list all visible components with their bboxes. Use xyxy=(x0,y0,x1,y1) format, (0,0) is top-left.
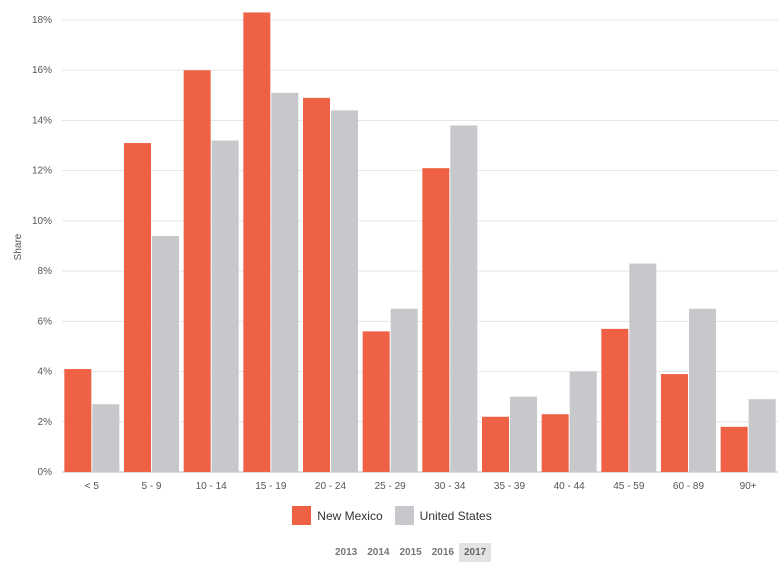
bar-new-mexico[interactable] xyxy=(601,328,629,472)
x-tick-label: 90+ xyxy=(740,481,757,492)
x-tick-label: 25 - 29 xyxy=(375,481,407,492)
bar-united-states[interactable] xyxy=(569,371,597,472)
year-button-2013[interactable]: 2013 xyxy=(335,547,358,558)
y-tick-label: 10% xyxy=(32,216,52,227)
x-tick-label: 40 - 44 xyxy=(554,481,586,492)
legend-item-united-states[interactable]: United States xyxy=(394,506,492,525)
x-tick-label: 5 - 9 xyxy=(141,481,161,492)
bar-chart: 0% 2% 4% 6% 8% 10% 12% 14% 16% 18% < 5 5 - 9 10 - 1… xyxy=(13,12,778,492)
bar-new-mexico[interactable] xyxy=(661,374,688,472)
year-button-2017[interactable]: 2017 xyxy=(459,543,492,562)
y-tick-label: 2% xyxy=(38,417,53,428)
bar-new-mexico[interactable] xyxy=(362,331,390,472)
y-axis-title: Share xyxy=(13,233,24,260)
bar-new-mexico[interactable] xyxy=(541,414,569,472)
legend-item-new-mexico[interactable]: New Mexico xyxy=(292,506,383,525)
bar-united-states[interactable] xyxy=(748,399,776,472)
y-tick-label: 14% xyxy=(32,115,52,126)
legend-swatch-new-mexico xyxy=(292,506,312,525)
bar-united-states[interactable] xyxy=(92,404,120,472)
x-axis-labels: < 5 5 - 9 10 - 14 15 - 19 20 - 24 25 - 29 30 -… xyxy=(85,481,757,492)
x-tick-label: 20 - 24 xyxy=(315,481,347,492)
y-tick-label: 0% xyxy=(38,467,53,478)
bar-new-mexico[interactable] xyxy=(64,369,92,472)
y-tick-label: 4% xyxy=(38,367,53,378)
legend-label-united-states: United States xyxy=(419,508,492,523)
bar-united-states[interactable] xyxy=(689,308,716,472)
y-axis-ticks: 0% 2% 4% 6% 8% 10% 12% 14% 16% 18% xyxy=(32,15,52,478)
bar-united-states[interactable] xyxy=(211,140,239,473)
legend: New Mexico United States xyxy=(0,506,784,525)
bar-new-mexico[interactable] xyxy=(124,143,151,473)
bar-new-mexico[interactable] xyxy=(303,97,330,472)
x-tick-label: 45 - 59 xyxy=(613,481,645,492)
bar-united-states[interactable] xyxy=(331,110,358,473)
x-tick-label: 30 - 34 xyxy=(434,481,466,492)
x-tick-label: 60 - 89 xyxy=(673,481,705,492)
year-button-2014[interactable]: 2014 xyxy=(367,547,390,558)
grid-lines xyxy=(62,19,778,473)
bar-united-states[interactable] xyxy=(450,125,478,472)
bar-united-states[interactable] xyxy=(152,235,179,472)
bar-new-mexico[interactable] xyxy=(482,416,509,472)
legend-label-new-mexico: New Mexico xyxy=(317,508,383,523)
bar-new-mexico[interactable] xyxy=(422,168,450,472)
year-button-2015[interactable]: 2015 xyxy=(399,547,422,558)
x-tick-label: < 5 xyxy=(85,481,100,492)
y-tick-label: 16% xyxy=(32,65,52,76)
bar-new-mexico[interactable] xyxy=(720,426,748,472)
year-selector: 2013 2014 2015 2016 2017 xyxy=(330,543,492,562)
bar-united-states[interactable] xyxy=(510,396,537,472)
bar-united-states[interactable] xyxy=(629,263,657,472)
x-tick-label: 15 - 19 xyxy=(255,481,287,492)
legend-swatch-united-states xyxy=(394,506,414,525)
x-tick-label: 10 - 14 xyxy=(196,481,228,492)
bar-united-states[interactable] xyxy=(390,308,418,472)
bar-new-mexico[interactable] xyxy=(243,12,271,472)
bar-new-mexico[interactable] xyxy=(183,70,211,472)
y-tick-label: 6% xyxy=(38,316,53,327)
y-tick-label: 12% xyxy=(32,166,52,177)
year-button-2016[interactable]: 2016 xyxy=(431,547,454,558)
bar-united-states[interactable] xyxy=(271,92,299,473)
y-tick-label: 18% xyxy=(32,15,52,26)
bars[interactable] xyxy=(64,12,776,473)
x-tick-label: 35 - 39 xyxy=(494,481,526,492)
y-tick-label: 8% xyxy=(38,266,53,277)
